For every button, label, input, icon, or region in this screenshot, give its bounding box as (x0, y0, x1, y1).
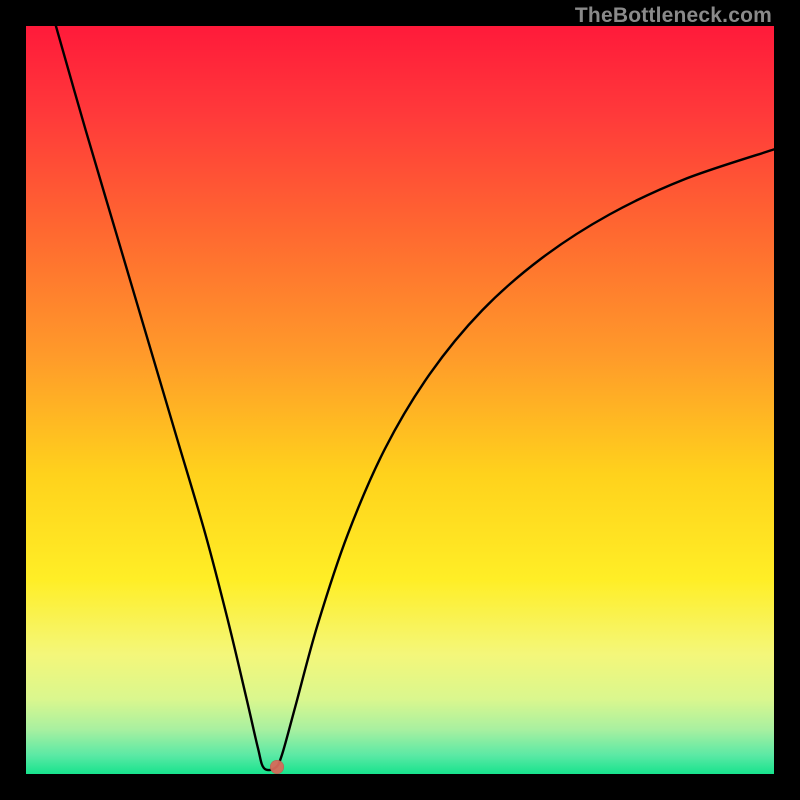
optimum-point-marker (270, 760, 284, 774)
watermark-text: TheBottleneck.com (575, 4, 772, 28)
bottleneck-curve (56, 26, 774, 770)
chart-frame: TheBottleneck.com (0, 0, 800, 800)
curve-layer (26, 26, 774, 774)
plot-area (26, 26, 774, 774)
